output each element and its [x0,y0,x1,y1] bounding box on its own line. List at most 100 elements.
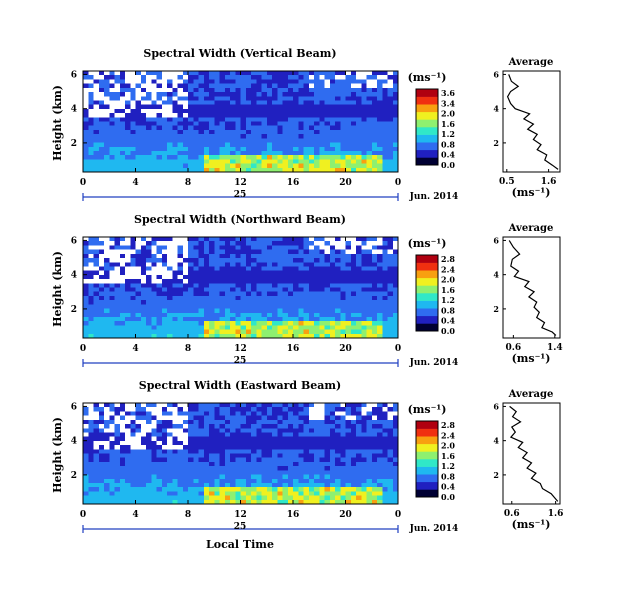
y-tick-label: 4 [71,105,77,115]
heatmap-cell [282,125,289,131]
heatmap-cell [198,403,205,408]
heatmap-cell [345,163,352,169]
heatmap-cell [214,287,220,293]
heatmap-cell [119,159,126,164]
heatmap-cell [350,104,357,110]
heatmap-cell [335,245,341,250]
heatmap-cell [387,295,394,301]
heatmap-cell [272,482,278,488]
heatmap-cell [93,295,100,301]
heatmap-cell [230,403,236,408]
heatmap-cell [93,440,100,446]
heatmap-cell [130,449,136,454]
heatmap-cell [119,440,126,446]
heatmap-cell [251,329,257,335]
heatmap-cell [125,237,131,242]
heatmap-cell [329,270,336,276]
heatmap-cell [329,487,336,492]
heatmap-cell [335,407,341,412]
heatmap-cell [392,262,399,267]
heatmap-cell [177,108,184,114]
heatmap-cell [245,266,252,271]
heatmap-cell [240,482,247,488]
heatmap-cell [161,245,168,250]
heatmap-cell [324,104,331,110]
colorbar [415,254,439,332]
heatmap-cell [151,71,157,76]
heatmap-cell [235,329,241,335]
heatmap-cell [366,470,373,475]
heatmap-cell [319,266,325,271]
heatmap-cell [135,287,142,293]
heatmap-cell [98,424,105,429]
x-tick-label: 8 [185,344,191,354]
heatmap-cell [272,478,278,484]
heatmap-cell [340,163,346,169]
heatmap-cell [119,287,126,293]
heatmap-cell [224,436,231,442]
heatmap-cell [261,487,268,492]
heatmap-cell [329,482,336,488]
heatmap-cell [188,142,194,148]
heatmap-cell [287,466,294,471]
heatmap-cell [88,445,94,450]
heatmap-cell [114,113,121,118]
heatmap-cell [193,325,199,330]
heatmap-cell [140,432,147,437]
heatmap-cell [125,245,131,250]
heatmap-cell [219,333,226,339]
heatmap-cell [188,495,194,501]
heatmap-cell [104,142,110,148]
heatmap-cell [182,237,189,242]
heatmap-cell [146,262,152,267]
heatmap-cell [277,308,283,314]
heatmap-cell [361,146,367,152]
heatmap-cell [293,316,299,322]
heatmap-cell [235,445,241,450]
heatmap-cell [356,329,362,335]
heatmap-cell [245,499,252,505]
heatmap-cell [224,321,231,326]
heatmap-cell [387,146,394,152]
heatmap-cell [188,325,194,330]
heatmap-cell [88,79,94,84]
heatmap-cell [219,129,226,135]
heatmap-cell [161,100,168,105]
heatmap-cell [345,419,352,425]
heatmap-cell [98,312,105,318]
heatmap-cell [371,325,378,330]
heatmap-cell [188,461,194,467]
heatmap-cell [324,287,331,293]
heatmap-cell [335,279,341,284]
heatmap-cell [214,283,220,288]
heatmap-cell [172,87,178,93]
heatmap-cell [177,491,184,496]
heatmap-cell [203,291,210,297]
heatmap-cell [125,142,131,148]
heatmap-cell [377,482,383,488]
heatmap-cell [83,474,89,480]
heatmap-cell [245,308,252,314]
heatmap-cell [135,258,142,263]
heatmap-cell [83,279,89,284]
heatmap-cell [130,325,136,330]
heatmap-cell [93,407,100,412]
heatmap-cell [329,167,336,173]
heatmap-cell [214,79,220,84]
heatmap-cell [293,71,299,76]
heatmap-cell [345,321,352,326]
heatmap-cell [177,449,184,454]
heatmap-cell [261,155,268,160]
heatmap-cell [361,287,367,293]
heatmap-cell [104,155,110,160]
heatmap-cell [182,241,189,246]
heatmap-cell [319,411,325,416]
heatmap-cell [235,432,241,437]
heatmap-cell [188,117,194,122]
heatmap-cell [261,407,268,412]
heatmap-cell [319,83,325,89]
heatmap-cell [251,150,257,156]
heatmap-cell [203,279,210,284]
heatmap-cell [387,300,394,305]
heatmap-cell [140,138,147,143]
